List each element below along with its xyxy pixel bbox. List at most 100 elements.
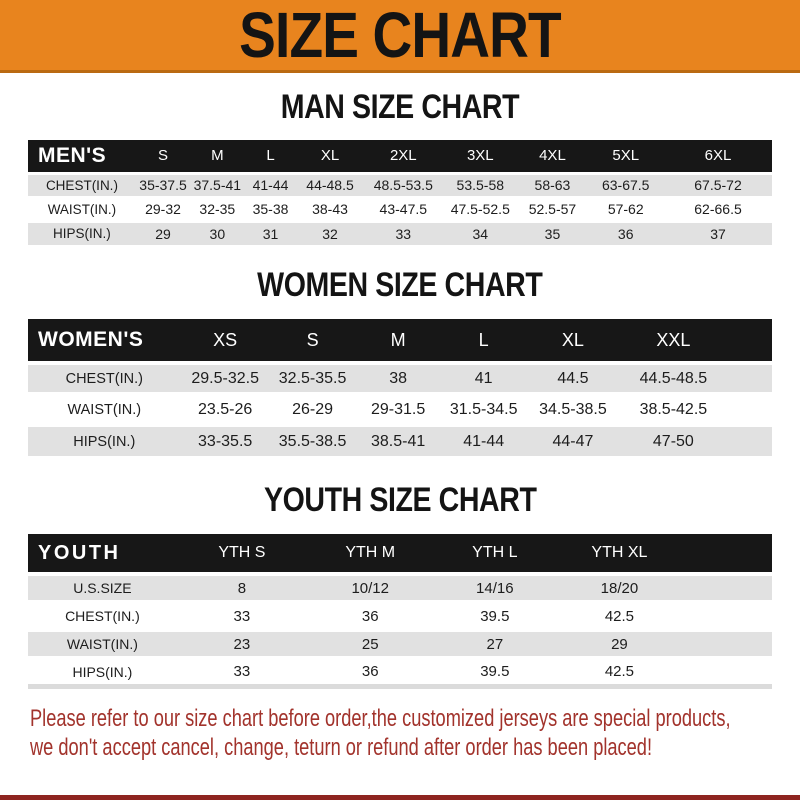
size-column-header: M [190,140,245,173]
size-column-header: L [440,319,527,363]
row-label: WAIST(IN.) [66,636,138,652]
size-value: 34 [472,225,489,242]
section-men: MAN SIZE CHART MEN'S S M L XL 2XL 3XL 4XL 5XL 6XL… [0,90,800,245]
size-value: 44-47 [552,432,594,450]
measurement-row: HIPS(IN.) 33-35.5 35.5-38.5 38.5-41 41-44 44-… [28,425,772,456]
size-value: 38-43 [312,201,348,217]
size-value: 33 [233,663,251,681]
size-value: 58-63 [534,177,571,193]
size-column-header: 5XL [587,140,665,173]
size-column-header: 2XL [363,140,444,173]
size-column-header: 4XL [517,140,588,173]
measurement-row: CHEST(IN.) 33 36 39.5 42.5 [28,602,772,630]
size-column-header: YTH XL [556,534,683,574]
row-label: HIPS(IN.) [73,433,136,450]
bottom-accent-bar [0,795,800,800]
size-value [683,630,772,658]
size-value: 53.5-58 [456,177,505,193]
youth-section-heading: YOUTH SIZE CHART [0,483,800,518]
youth-size-table: YOUTH YTH S YTH M YTH L YTH XL U.S.SIZE 8 10/12… [28,534,772,689]
footer-disclaimer: Please refer to our size chart before or… [30,704,772,762]
size-value: 29 [155,225,171,242]
row-label: CHEST(IN.) [65,608,140,624]
size-value: 29 [611,635,628,653]
size-value: 48.5-53.5 [373,177,433,193]
table-title-cell: YOUTH [28,534,177,574]
measurement-row: WAIST(IN.) 23 25 27 29 [28,630,772,658]
measurement-row: HIPS(IN.) 29 30 31 32 33 34 35 36 37 [28,221,772,245]
size-value: 39.5 [480,607,510,625]
size-column-header [727,319,772,363]
size-value: 35-37.5 [139,177,187,193]
size-value: 33 [395,225,412,242]
size-value [683,574,772,602]
women-heading-text: WOMEN SIZE CHART [257,266,543,304]
size-value: 32.5-35.5 [278,369,347,387]
size-value: 43-47.5 [379,201,428,217]
youth-heading-text: YOUTH SIZE CHART [263,481,537,519]
row-label: WAIST(IN.) [47,201,117,217]
size-value: 32-35 [199,201,236,217]
size-value: 10/12 [351,579,389,597]
row-label: WAIST(IN.) [67,401,142,418]
page-title: SIZE CHART [239,0,562,71]
size-column-header: S [269,319,356,363]
size-value: 29.5-32.5 [191,369,259,387]
men-size-table: MEN'S S M L XL 2XL 3XL 4XL 5XL 6XL CHEST(IN.) 35-37… [28,140,772,245]
size-value: 29-31.5 [370,400,426,418]
size-value: 23 [233,635,251,653]
size-column-header: S [135,140,191,173]
size-value: 25 [361,635,379,653]
row-label: CHEST(IN.) [65,370,143,387]
size-value [727,363,772,394]
measurement-row: WAIST(IN.) 29-32 32-35 35-38 38-43 43-47.5 47.… [28,197,772,221]
size-value: 41-44 [252,177,289,193]
size-value: 34.5-38.5 [539,400,607,418]
size-value: 37 [710,225,726,242]
men-heading-text: MAN SIZE CHART [280,88,520,126]
size-value: 35 [544,225,561,242]
size-column-header: 6XL [664,140,772,173]
size-value [683,658,772,686]
size-value: 14/16 [476,579,514,597]
size-value: 42.5 [604,607,635,625]
size-column-header: YTH M [306,534,434,574]
women-section-heading: WOMEN SIZE CHART [0,268,800,303]
size-value: 37.5-41 [193,177,242,193]
size-value: 26-29 [292,400,334,418]
size-value: 36 [617,225,634,242]
size-value: 33-35.5 [198,432,253,450]
size-value: 67.5-72 [694,177,742,193]
size-value: 39.5 [480,663,510,681]
size-value: 33 [233,607,251,625]
section-youth: YOUTH SIZE CHART YOUTH YTH S YTH M YTH L YTH… [0,483,800,689]
table-title-cell: MEN'S [28,140,136,173]
size-value: 35-38 [252,201,289,217]
size-value: 23.5-26 [198,400,253,418]
size-value: 32 [322,225,338,242]
size-header-row: YOUTH YTH S YTH M YTH L YTH XL [28,534,772,574]
size-column-header: XS [180,319,270,363]
size-column-header [682,534,772,574]
size-value: 47.5-52.5 [450,201,510,217]
size-value: 30 [209,225,226,242]
row-label: HIPS(IN.) [53,226,111,242]
section-women: WOMEN SIZE CHART WOMEN'S XS S M L XL XXL CHEST(… [0,268,800,456]
size-value: 18/20 [600,579,639,597]
measurement-row: CHEST(IN.) 35-37.5 37.5-41 41-44 44-48.5 48.5… [28,173,772,197]
size-header-row: WOMEN'S XS S M L XL XXL [28,319,772,363]
size-value: 31.5-34.5 [449,400,518,418]
size-value: 35.5-38.5 [278,432,347,450]
size-value: 27 [486,635,504,653]
row-label: HIPS(IN.) [72,663,133,680]
size-column-header: L [244,140,297,173]
size-header-row: MEN'S S M L XL 2XL 3XL 4XL 5XL 6XL [28,140,772,173]
measurement-row: WAIST(IN.) 23.5-26 26-29 29-31.5 31.5-34.5 34… [28,394,772,425]
size-value: 38.5-41 [370,432,426,450]
size-value [727,425,772,456]
size-column-header: XL [296,140,364,173]
size-value: 8 [237,579,247,597]
row-label: CHEST(IN.) [45,177,118,193]
size-column-header: YTH L [433,534,557,574]
footer-line-1: Please refer to our size chart before or… [30,704,731,732]
